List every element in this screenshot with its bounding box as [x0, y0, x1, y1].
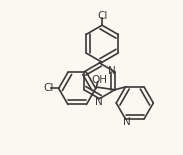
Text: N: N: [123, 117, 131, 127]
Text: N: N: [108, 66, 116, 75]
Text: Cl: Cl: [97, 11, 107, 21]
Text: OH: OH: [91, 75, 107, 85]
Text: N: N: [95, 97, 103, 107]
Text: Cl: Cl: [43, 83, 54, 93]
